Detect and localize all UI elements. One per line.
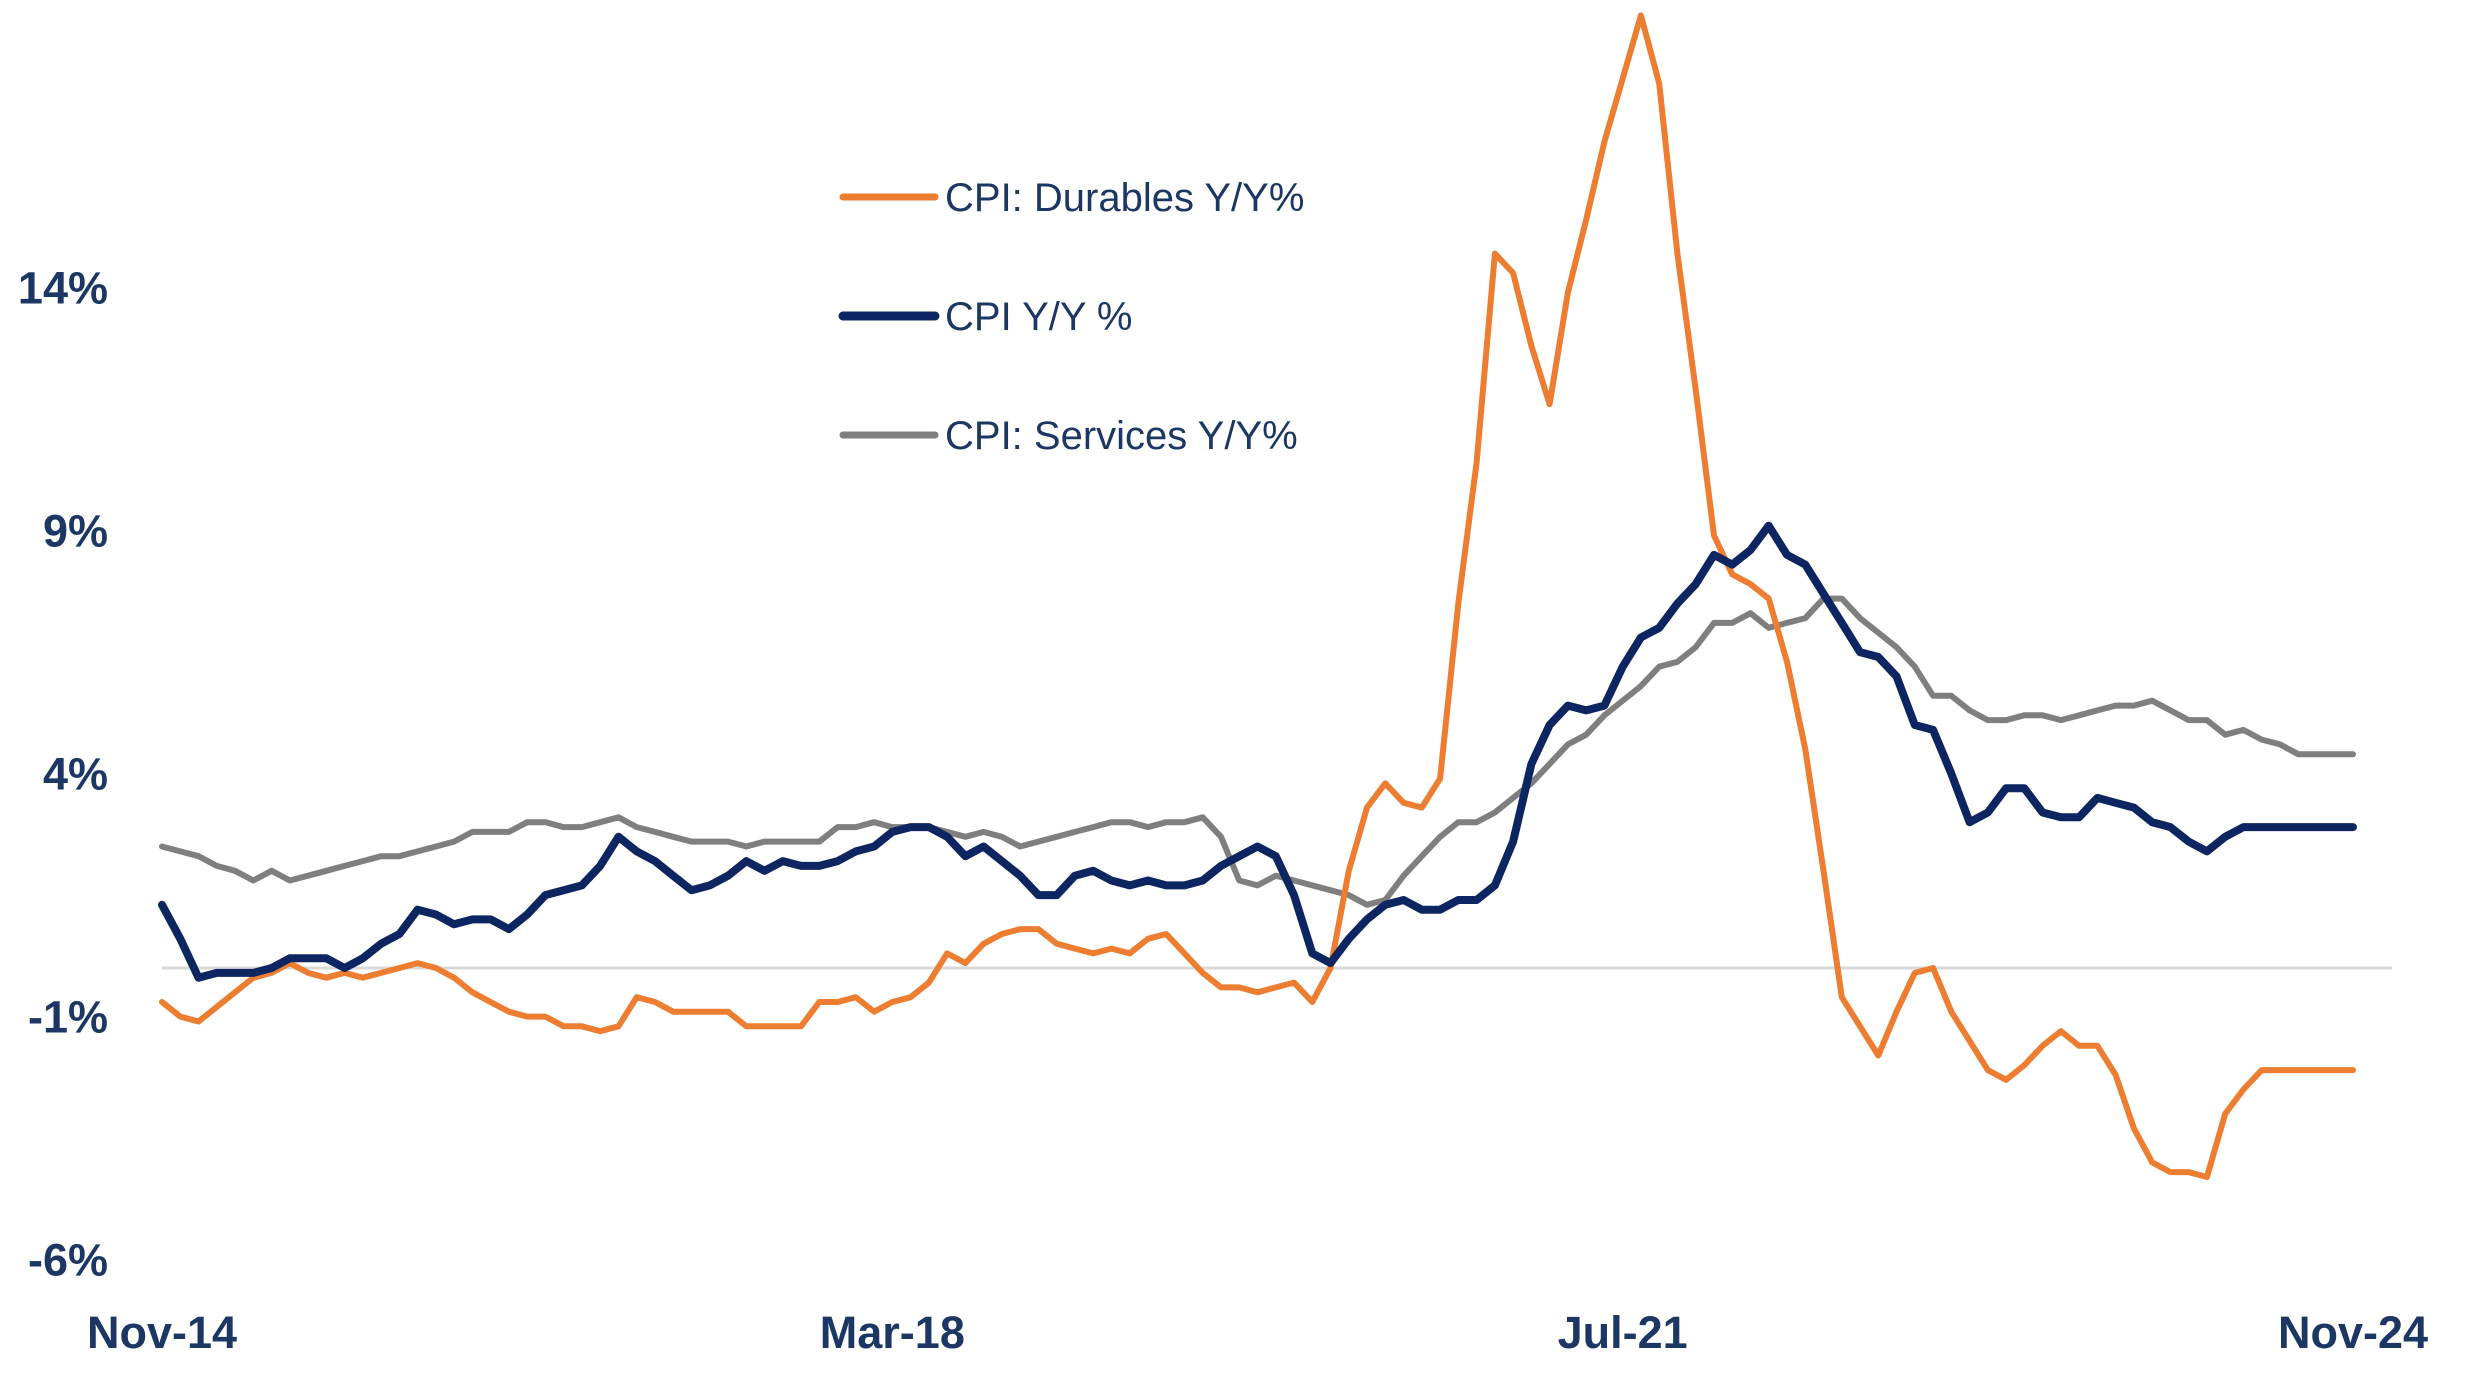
x-axis-tick-labels: Nov-14 Mar-18 Jul-21 Nov-24	[87, 1307, 2428, 1358]
x-tick-label: Nov-14	[87, 1307, 237, 1358]
x-tick-label: Nov-24	[2278, 1307, 2428, 1358]
y-tick-label: 14%	[18, 263, 108, 314]
legend: CPI: Durables Y/Y% CPI Y/Y % CPI: Services…	[838, 176, 1304, 458]
y-tick-label: -1%	[28, 992, 108, 1043]
y-axis-tick-labels: 14% 9% 4% -1% -6%	[18, 263, 108, 1286]
series-lines	[158, 12, 2357, 1180]
legend-label-1: CPI Y/Y %	[945, 295, 1133, 339]
x-tick-label: Mar-18	[820, 1307, 965, 1358]
legend-label-2: CPI: Services Y/Y%	[945, 414, 1298, 458]
series-line-1	[158, 521, 2357, 982]
legend-label-0: CPI: Durables Y/Y%	[945, 176, 1304, 220]
y-tick-label: -6%	[28, 1235, 108, 1286]
y-tick-label: 4%	[43, 749, 108, 800]
series-line-0	[159, 12, 2356, 1180]
x-tick-label: Jul-21	[1558, 1307, 1688, 1358]
y-tick-label: 9%	[43, 506, 108, 557]
series-line-2	[159, 595, 2356, 908]
